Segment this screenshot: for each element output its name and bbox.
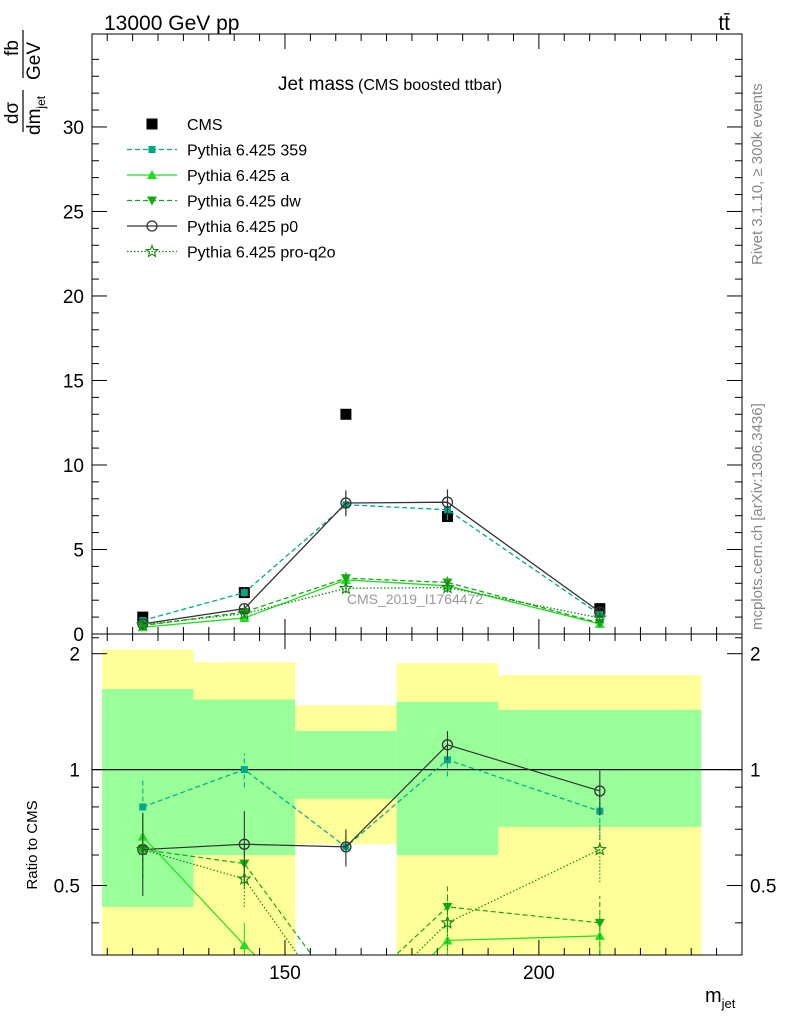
ratio-y-tick-label: 0.5	[54, 877, 80, 898]
y-unit-den: GeV	[24, 42, 45, 80]
legend-item: Pythia 6.425 pro-q2o	[127, 243, 336, 262]
header-right: tt̄	[718, 12, 730, 35]
ratio-point	[340, 1017, 351, 1024]
ratio-content	[92, 649, 742, 1024]
ratio-point	[237, 871, 252, 886]
data-point	[237, 606, 252, 620]
ratio-point	[135, 841, 150, 856]
legend-label: Pythia 6.425 359	[187, 143, 307, 160]
legend-marker	[147, 196, 157, 206]
main-y-tick-label: 10	[63, 456, 84, 477]
legend-marker	[144, 243, 160, 258]
ratio-point	[340, 841, 352, 853]
legend-label: Pythia 6.425 pro-q2o	[187, 245, 336, 262]
main-y-tick-label: 5	[73, 540, 84, 561]
y-unit-num: fb	[2, 40, 23, 56]
ratio-y-tick-label-right: 1	[750, 761, 761, 782]
x-axis-label: mjet	[705, 985, 736, 1011]
ratio-y-tick-label: 2	[69, 645, 80, 666]
ratio-point	[240, 766, 248, 774]
data-point	[441, 496, 454, 508]
ratio-point	[594, 918, 605, 928]
ratio-y-label: Ratio to CMS	[24, 800, 41, 889]
ratio-point	[238, 838, 250, 850]
ratio-line	[142, 836, 600, 955]
plot-title: Jet mass (CMS boosted ttbar)	[278, 74, 502, 95]
main-y-label: dσ dmjet fb GeV	[2, 30, 48, 135]
x-tick-label: 150	[269, 963, 301, 984]
ratio-point	[594, 785, 606, 797]
analysis-watermark: CMS_2019_I1764472	[347, 591, 483, 607]
series-5	[135, 580, 607, 631]
ratio-point	[139, 803, 147, 811]
ratio-series-4	[135, 822, 607, 1024]
data-point	[338, 580, 354, 595]
ratio-frame	[91, 633, 743, 956]
uncertainty-band-green	[396, 701, 499, 856]
legend-label: Pythia 6.425 p0	[187, 219, 298, 236]
ratio-point	[441, 739, 454, 751]
rivet-label: Rivet 3.1.10, ≥ 300k events	[749, 83, 766, 265]
ratio-point	[440, 915, 455, 929]
data-point	[594, 619, 605, 629]
legend-marker	[148, 146, 156, 153]
data-point	[592, 610, 607, 625]
legend-item: Pythia 6.425 dw	[127, 194, 301, 211]
main-y-tick-label: 20	[63, 287, 84, 308]
uncertainty-band-green	[295, 730, 397, 799]
x-tick-label: 200	[523, 963, 555, 984]
y-label-num: dσ	[2, 102, 23, 125]
y-label-den: dmjet	[24, 95, 48, 135]
ratio-point	[341, 997, 351, 1006]
mcplots-label: mcplots.cern.ch [arXiv:1306.3436]	[749, 403, 766, 630]
main-y-tick-label: 0	[73, 625, 84, 646]
uncertainty-band-green	[102, 688, 194, 907]
ratio-y-tick-label-right: 2	[750, 645, 761, 666]
legend-item: CMS	[146, 117, 223, 134]
data-point	[340, 497, 352, 509]
ratio-point	[442, 935, 453, 945]
ratio-point	[592, 841, 607, 856]
data-point	[135, 617, 150, 631]
legend-marker	[146, 118, 158, 130]
legend-item: Pythia 6.425 p0	[127, 219, 298, 236]
data-point	[139, 616, 147, 624]
data-point	[340, 408, 352, 420]
header-left: 13000 GeV pp	[104, 12, 239, 35]
main-y-tick-label: 30	[63, 118, 84, 139]
legend-marker	[147, 170, 157, 179]
data-point	[239, 612, 250, 622]
legend-item: Pythia 6.425 359	[127, 143, 307, 160]
data-point	[240, 589, 248, 597]
ratio-point	[239, 940, 250, 950]
ratio-y-tick-label: 1	[69, 761, 80, 782]
main-y-tick-label: 25	[63, 202, 84, 223]
legend-label: Pythia 6.425 a	[187, 168, 289, 185]
data-point	[340, 574, 351, 584]
ratio-line	[142, 848, 601, 955]
series-line	[142, 504, 601, 622]
legend-marker	[146, 220, 158, 232]
legend-label: CMS	[187, 117, 223, 134]
legend-label: Pythia 6.425 dw	[187, 194, 301, 211]
ratio-line	[142, 848, 600, 955]
data-point	[440, 580, 455, 594]
ratio-y-tick-label-right: 0.5	[750, 877, 776, 898]
main-y-tick-label: 15	[63, 371, 84, 392]
legend-item: Pythia 6.425 a	[127, 168, 289, 185]
